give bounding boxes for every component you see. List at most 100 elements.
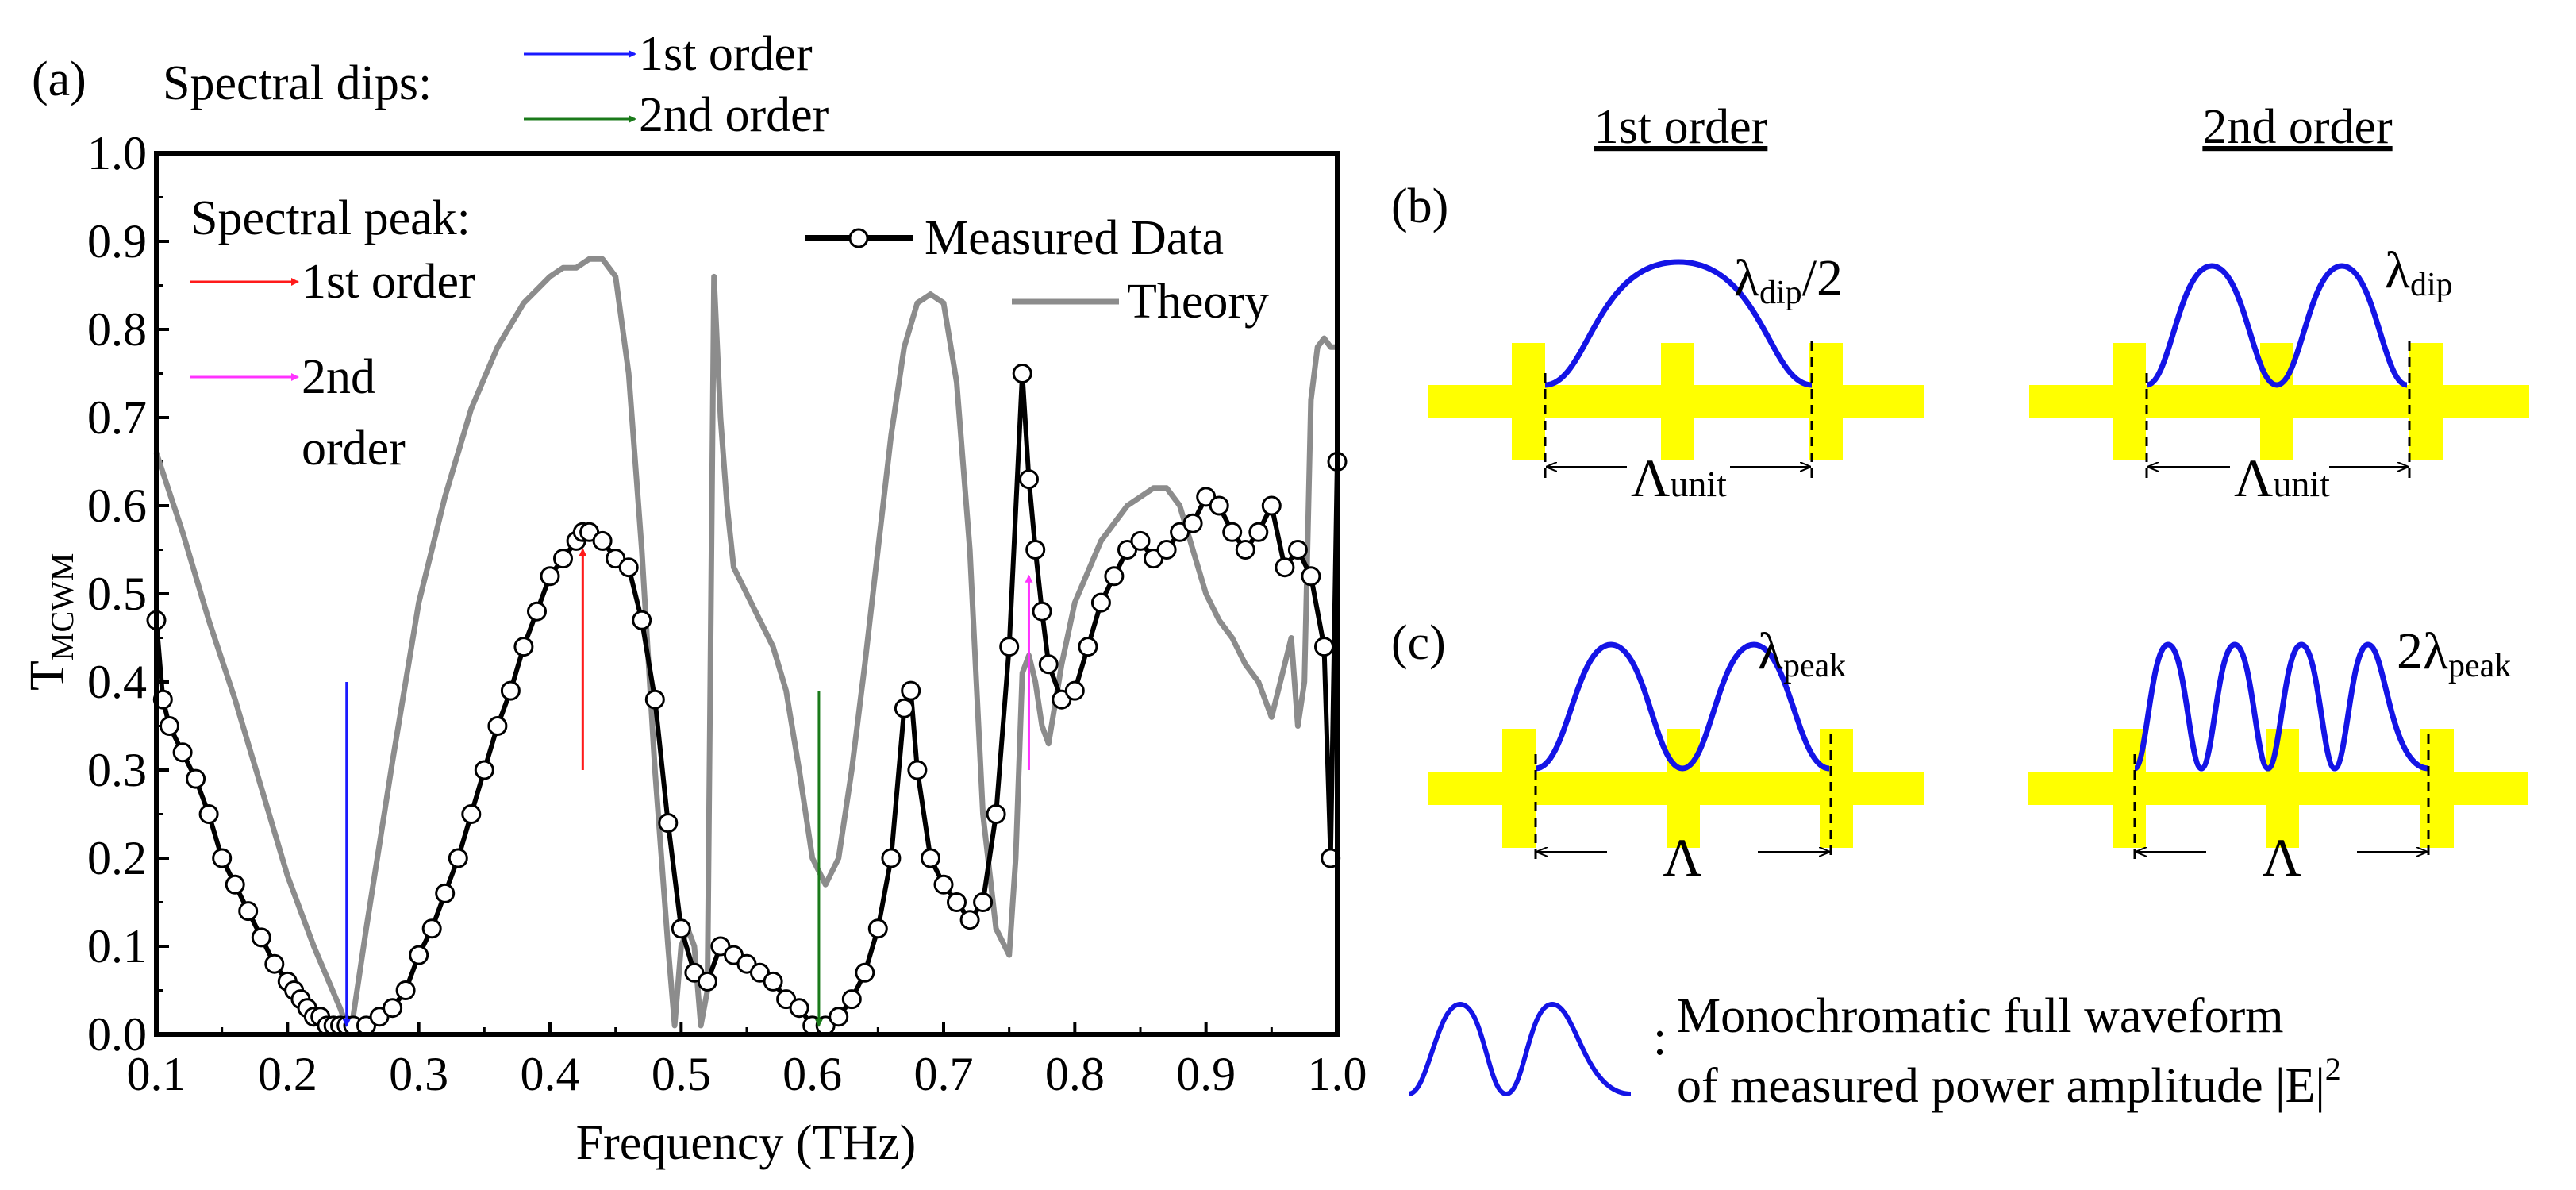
measured-data-point — [1156, 540, 1177, 560]
post-right — [2420, 729, 2454, 848]
lambda-symbol: 2λ — [2397, 622, 2448, 680]
measured-data-point — [553, 549, 573, 569]
standing-wave — [1535, 641, 1830, 772]
measured-data-point — [1301, 566, 1321, 587]
measured-data-point — [1182, 513, 1203, 533]
unit-period-label: Λunit — [1631, 448, 1727, 508]
lambda-sub: dip — [2410, 267, 2453, 303]
y-tick-label: 1.0 — [87, 127, 147, 179]
plot-area: 0.1 0.2 0.3 0.4 0.5 0.6 0.7 0.8 0.9 1.00.00.10.20… — [87, 127, 1367, 1100]
measured-data-point — [198, 804, 219, 824]
waveform-legend-sup: 2 — [2325, 1051, 2341, 1087]
measured-data-point — [1064, 680, 1085, 701]
measured-data-point — [1130, 530, 1151, 551]
standing-wave — [2145, 263, 2409, 388]
measured-data-point — [658, 813, 679, 834]
measured-layer — [146, 364, 1348, 1036]
theory-layer — [153, 256, 1337, 1029]
measured-data-point — [632, 610, 652, 630]
axis-ticks: 0.1 0.2 0.3 0.4 0.5 0.6 0.7 0.8 0.9 1.00.00.10.20… — [87, 127, 1367, 1100]
measured-data-point — [618, 557, 639, 578]
y-axis-label-main: T — [21, 660, 75, 691]
waveform-legend-line1: Monochromatic full waveform — [1677, 989, 2283, 1043]
diagram-c-first: Λ λpeak — [1428, 622, 1924, 888]
measured-data-point — [959, 910, 980, 930]
measured-data-point — [1275, 557, 1295, 578]
x-tick-label: 0.4 — [521, 1048, 580, 1100]
measured-data-point — [1032, 601, 1052, 622]
post-left — [2113, 343, 2146, 460]
y-tick-label: 0.9 — [87, 215, 147, 268]
x-tick-label: 0.9 — [1176, 1048, 1236, 1100]
lambda-tail: /2 — [1802, 249, 1843, 307]
measured-data-point — [841, 989, 862, 1010]
post-left — [1502, 729, 1536, 848]
measured-data-point — [1038, 654, 1059, 675]
x-tick-label: 0.8 — [1045, 1048, 1105, 1100]
x-tick-label: 0.2 — [258, 1048, 317, 1100]
peak-first-legend-text: 1st order — [302, 255, 475, 309]
standing-wave — [2132, 641, 2429, 772]
y-tick-label: 0.1 — [87, 920, 147, 972]
x-tick-label: 0.3 — [389, 1048, 448, 1100]
measured-data-point — [901, 680, 921, 701]
theory-series-line — [153, 256, 1337, 1029]
waveform-legend-icon — [1408, 1001, 1632, 1097]
measured-data-point — [1025, 540, 1046, 560]
measured-data-point — [1287, 540, 1308, 560]
diagram-b-second: Λunit λdip — [2029, 241, 2529, 508]
post-left — [1512, 343, 1545, 460]
y-tick-label: 0.2 — [87, 832, 147, 884]
lambda-symbol: λ — [1734, 249, 1759, 307]
x-tick-label: 1.0 — [1308, 1048, 1367, 1100]
measured-data-point — [474, 760, 494, 780]
y-tick-label: 0.7 — [87, 391, 147, 444]
dip-second-legend-text: 2nd order — [639, 88, 829, 142]
peak-label: Spectral peak: — [190, 191, 471, 245]
measured-data-point — [383, 998, 403, 1019]
lambda-dip-label: λdip — [2385, 241, 2453, 303]
measured-data-point — [947, 892, 967, 912]
measured-data-point — [881, 848, 902, 868]
post-right — [1809, 343, 1843, 460]
measured-data-point — [461, 804, 482, 824]
unit-sub: unit — [1670, 464, 1727, 504]
measured-data-point — [448, 848, 468, 868]
measured-data-point — [999, 637, 1020, 657]
measured-data-point — [264, 953, 285, 974]
waveform-legend-line2-main: of measured power amplitude |E| — [1677, 1059, 2325, 1113]
measured-data-point — [986, 804, 1006, 824]
measured-data-point — [487, 716, 508, 736]
measured-data-point — [421, 918, 442, 939]
measured-data-point — [251, 927, 271, 948]
measured-data-point — [238, 901, 259, 922]
measured-data-point — [540, 566, 560, 587]
lambda-dip-half-label: λdip/2 — [1734, 249, 1843, 311]
measured-data-point — [829, 1007, 849, 1027]
measured-data-point — [527, 601, 547, 622]
unit-period-label: Λunit — [2234, 448, 2330, 508]
lambda-sub: dip — [1759, 275, 1802, 311]
measured-data-point — [172, 742, 193, 763]
x-tick-label: 0.7 — [914, 1048, 974, 1100]
measured-data-point — [1248, 522, 1269, 542]
unit-sub: unit — [2273, 464, 2330, 504]
x-tick-label: 0.6 — [782, 1048, 842, 1100]
post-right — [1820, 729, 1853, 848]
measured-data-point — [592, 530, 613, 551]
post-middle — [1661, 343, 1694, 460]
period-label: Λ — [1663, 827, 1701, 888]
panel-label-b: (b) — [1391, 179, 1448, 233]
measured-data-point — [973, 892, 994, 912]
measured-data-point — [789, 998, 809, 1019]
measured-data-point — [907, 760, 928, 780]
y-tick-label: 0.0 — [87, 1008, 147, 1061]
measured-data-point — [500, 680, 521, 701]
y-axis-label: TMCWM — [21, 553, 80, 691]
measured-data-point — [1090, 592, 1111, 613]
y-axis-label-sub: MCWM — [44, 553, 80, 661]
lambda-sub: peak — [2448, 648, 2511, 684]
standing-wave — [1544, 259, 1813, 388]
measured-data-point — [225, 874, 245, 895]
